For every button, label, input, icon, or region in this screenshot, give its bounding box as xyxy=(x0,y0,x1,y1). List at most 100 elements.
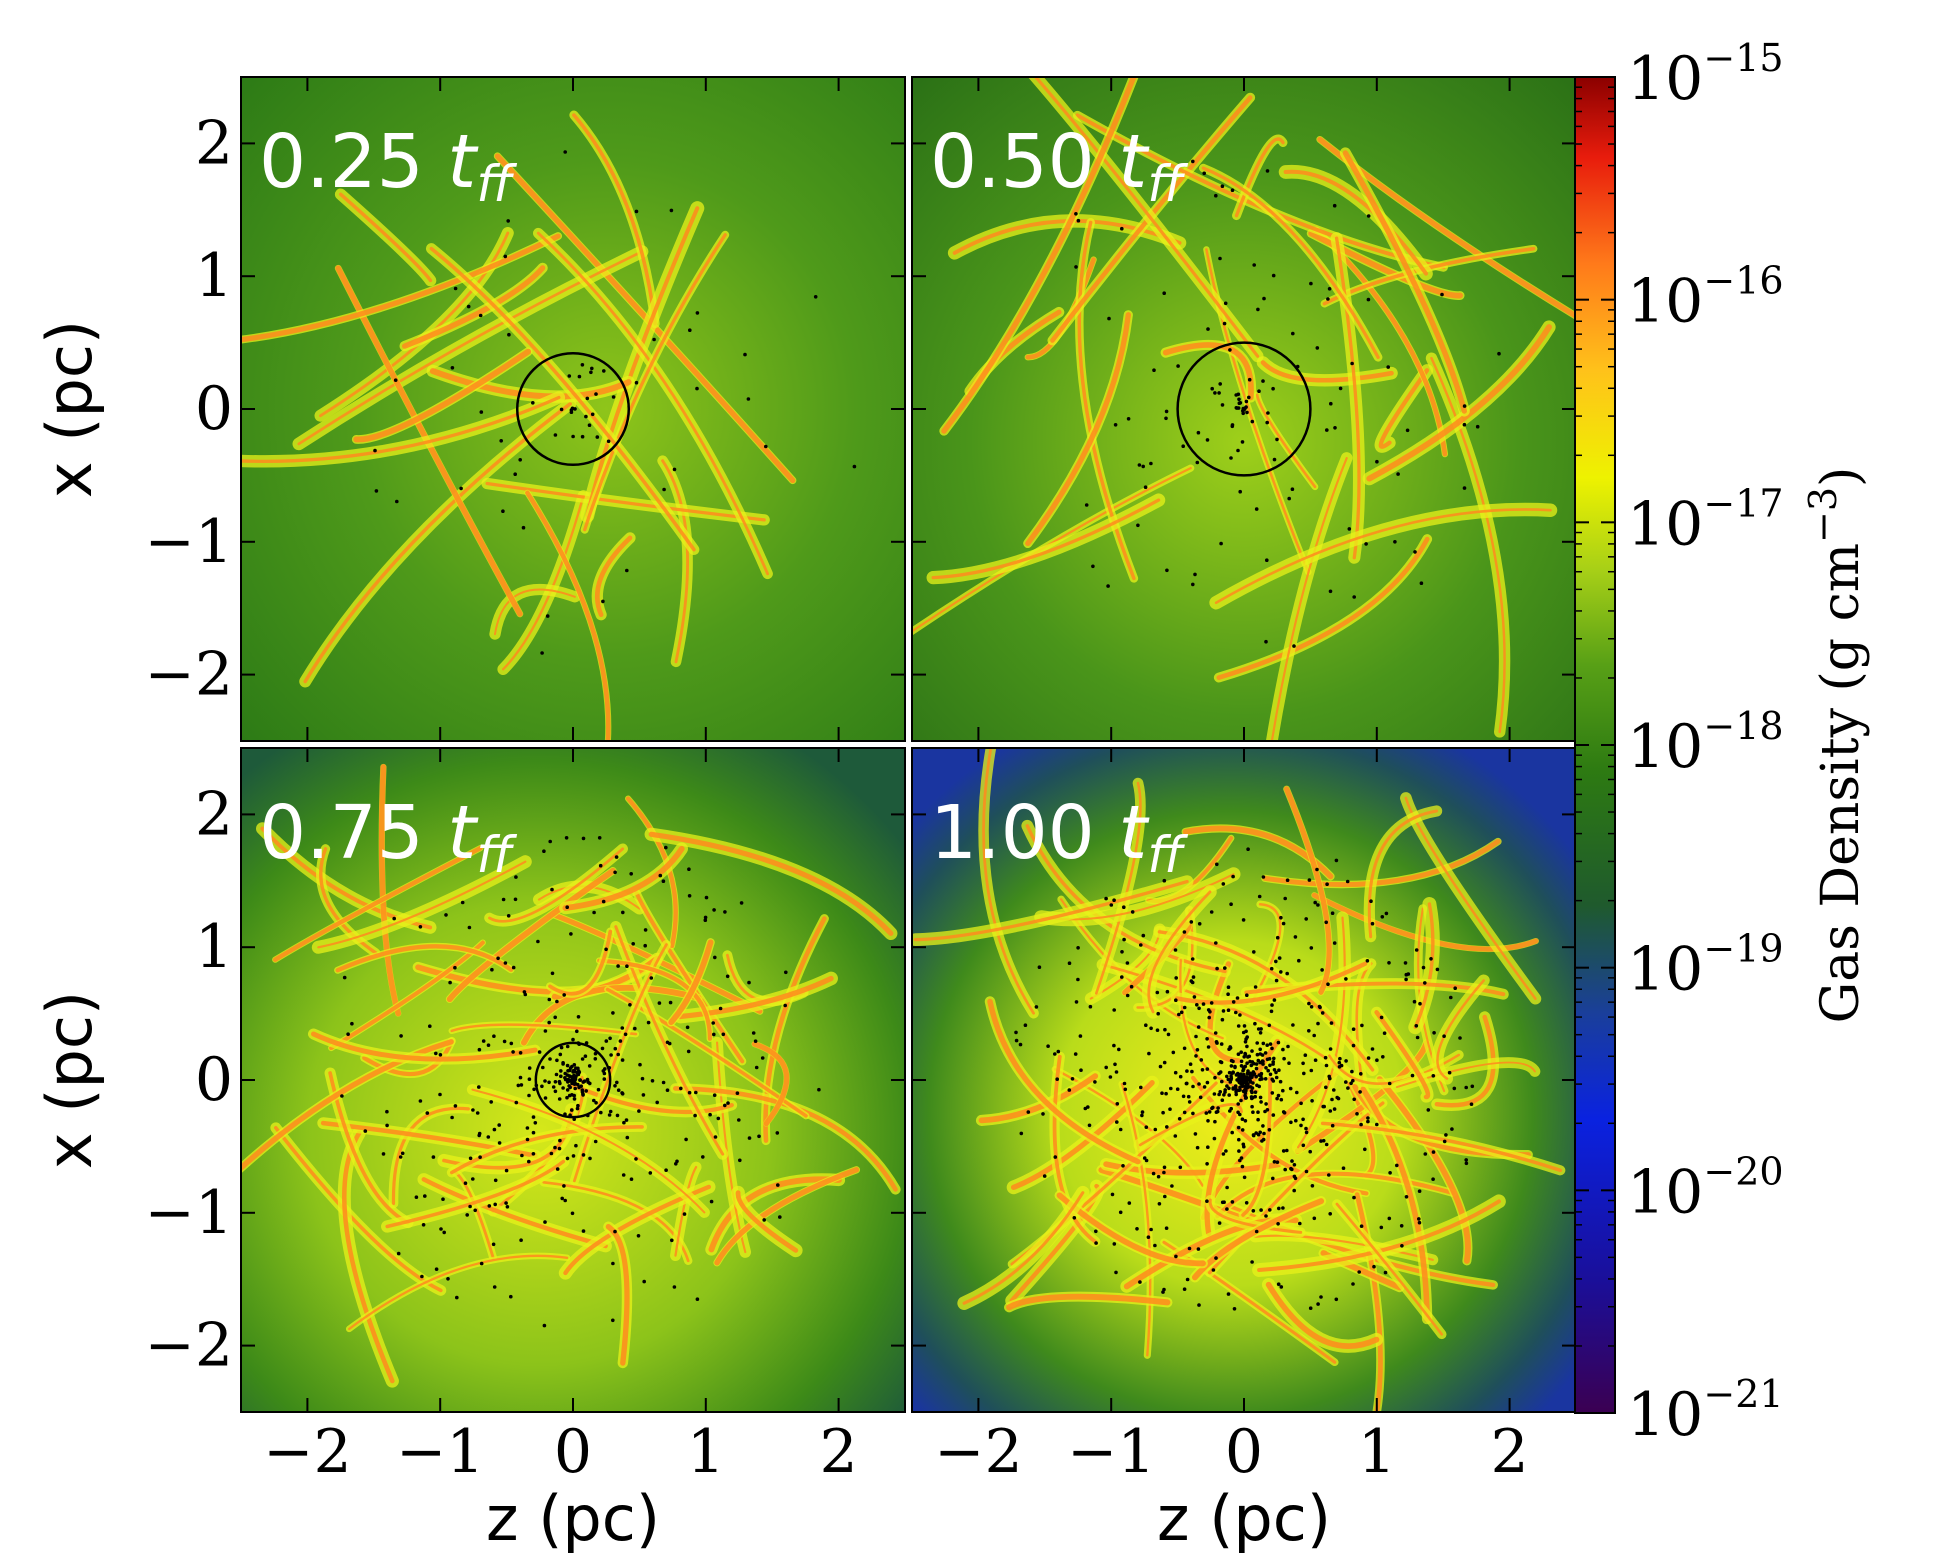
sink-particle xyxy=(1421,965,1426,970)
sink-particle xyxy=(444,913,448,917)
sink-particle xyxy=(1275,935,1280,940)
sink-particle xyxy=(633,1026,637,1031)
sink-particle xyxy=(1256,1058,1261,1063)
sink-particle xyxy=(1250,1049,1254,1053)
sink-particle xyxy=(570,1211,575,1216)
sink-particle xyxy=(1417,1189,1422,1193)
sink-particle xyxy=(616,1052,620,1057)
sink-particle xyxy=(1228,1046,1233,1050)
sink-particle xyxy=(1324,920,1328,925)
sink-particle xyxy=(505,1205,510,1209)
sink-particle xyxy=(1212,1136,1217,1141)
y-tick-label: −2 xyxy=(145,640,233,710)
sink-particle xyxy=(634,380,639,385)
sink-particle xyxy=(1241,1074,1245,1079)
sink-particle xyxy=(1238,1080,1243,1084)
sink-particle xyxy=(1178,1074,1183,1079)
sink-particle xyxy=(465,1213,470,1217)
sink-particle xyxy=(1256,307,1260,312)
sink-particle xyxy=(1118,1127,1123,1132)
sink-particle xyxy=(1104,896,1108,901)
sink-particle xyxy=(1270,1091,1275,1095)
sink-particle xyxy=(1272,1160,1277,1164)
sink-particle xyxy=(566,1069,570,1073)
sink-particle xyxy=(542,1323,547,1328)
sink-particle xyxy=(363,1129,368,1133)
sink-particle xyxy=(1174,1254,1178,1259)
sink-particle xyxy=(595,435,600,439)
sink-particle xyxy=(580,1090,585,1094)
sink-particle xyxy=(682,1212,687,1216)
sink-particle xyxy=(1283,896,1287,901)
sink-particle xyxy=(1222,321,1227,326)
sink-particle xyxy=(1359,1072,1363,1076)
sink-particle xyxy=(1190,980,1195,985)
y-tick-label: 1 xyxy=(195,912,233,982)
sink-particle xyxy=(553,1089,558,1094)
sink-particle xyxy=(1258,1095,1263,1100)
sink-particle xyxy=(1312,1033,1316,1038)
sink-particle xyxy=(657,1001,662,1005)
sink-particle xyxy=(1352,1097,1356,1102)
sink-particle xyxy=(1070,1077,1075,1081)
sink-particle xyxy=(1229,456,1233,460)
sink-particle xyxy=(747,980,751,985)
sink-particle xyxy=(547,997,552,1002)
sink-particle xyxy=(679,1086,683,1091)
sink-particle xyxy=(1328,1109,1333,1113)
sink-particle xyxy=(514,1100,519,1105)
sink-particle xyxy=(1142,1156,1147,1160)
sink-particle xyxy=(1406,972,1411,976)
sink-particle xyxy=(1213,1031,1218,1035)
sink-particle xyxy=(1252,1072,1257,1076)
sink-particle xyxy=(1205,438,1210,442)
sink-particle xyxy=(548,839,552,844)
sink-particle xyxy=(567,374,572,378)
sink-particle xyxy=(460,900,465,905)
sink-particle xyxy=(423,1194,427,1198)
sink-particle xyxy=(1215,966,1219,971)
sink-particle xyxy=(1229,902,1233,906)
sink-particle xyxy=(1197,1082,1201,1086)
sink-particle xyxy=(1114,1270,1118,1275)
sink-particle xyxy=(571,434,575,439)
sink-particle xyxy=(1235,406,1239,410)
sink-particle xyxy=(1265,420,1269,425)
y-axis-label: x (pc) xyxy=(33,320,106,498)
sink-particle xyxy=(1241,1068,1245,1073)
sink-particle xyxy=(1074,212,1078,216)
sink-particle xyxy=(1405,428,1410,433)
sink-particle xyxy=(738,1158,742,1163)
sink-particle xyxy=(1249,1063,1254,1068)
sink-particle xyxy=(1281,1088,1285,1093)
sink-particle xyxy=(414,1195,419,1199)
sink-particle xyxy=(576,1015,581,1019)
sink-particle xyxy=(1236,392,1241,397)
sink-particle xyxy=(753,1039,758,1043)
sink-particle xyxy=(1209,910,1214,914)
sink-particle xyxy=(1034,1005,1039,1009)
sink-particle xyxy=(565,905,569,909)
sink-particle xyxy=(520,1153,524,1158)
sink-particle xyxy=(1444,1133,1448,1137)
sink-particle xyxy=(751,1031,756,1035)
sink-particle xyxy=(1115,1120,1119,1124)
sink-particle xyxy=(1246,847,1250,851)
sink-particle xyxy=(778,1215,782,1219)
sink-particle xyxy=(547,1020,551,1025)
sink-particle xyxy=(1382,1031,1387,1035)
sink-particle xyxy=(1231,874,1235,879)
sink-particle xyxy=(1316,1302,1320,1306)
sink-particle xyxy=(509,1041,514,1046)
sink-particle xyxy=(1217,391,1221,395)
sink-particle xyxy=(1458,1036,1462,1040)
sink-particle xyxy=(455,1295,459,1300)
sink-particle xyxy=(1207,1015,1211,1020)
sink-particle xyxy=(1234,1010,1238,1015)
sink-particle xyxy=(1266,1068,1270,1073)
sink-particle xyxy=(1197,1006,1201,1011)
sink-particle xyxy=(1219,1060,1224,1065)
sink-particle xyxy=(1147,1051,1151,1056)
sink-particle xyxy=(1270,1003,1274,1007)
sink-particle xyxy=(486,1043,491,1047)
